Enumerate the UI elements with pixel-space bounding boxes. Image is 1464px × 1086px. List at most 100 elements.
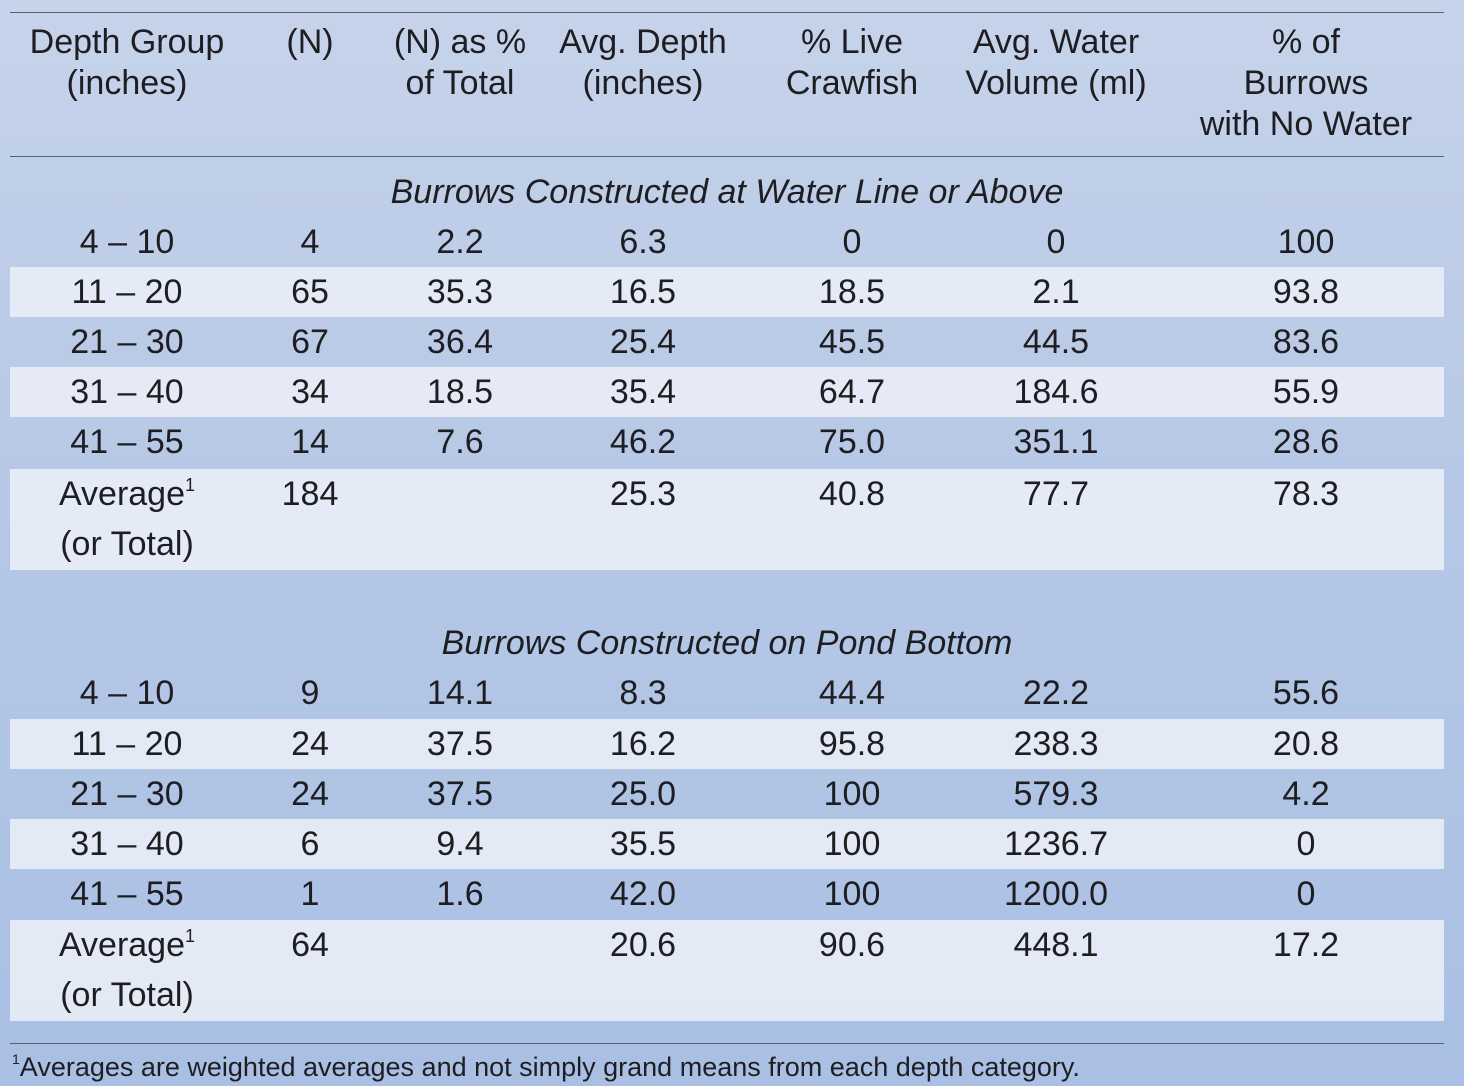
table-row: 11 – 20 24 37.5 16.2 95.8 238.3 20.8 xyxy=(10,719,1444,769)
cell-avg-depth: 16.5 xyxy=(609,273,677,311)
cell-n: 14 xyxy=(291,423,329,461)
cell-avg-depth: 25.0 xyxy=(609,775,677,813)
cell-water-volume: 184.6 xyxy=(1013,373,1099,411)
cell-n-percent: 36.4 xyxy=(426,323,494,361)
cell-water-volume: 238.3 xyxy=(1013,725,1099,763)
cell-no-water: 17.2 xyxy=(1272,926,1340,964)
header-water-volume: Avg. Water Volume (ml) xyxy=(965,23,1147,102)
cell-water-volume: 448.1 xyxy=(1013,926,1099,964)
cell-n: 6 xyxy=(300,825,320,863)
cell-water-volume: 22.2 xyxy=(1022,674,1090,712)
summary-label: Average1 (or Total) xyxy=(27,920,227,1020)
cell-depth-group: 4 – 10 xyxy=(79,223,175,261)
summary-label-total: (or Total) xyxy=(60,525,194,563)
table-header: Depth Group (inches) (N) (N) as % of Tot… xyxy=(10,22,1444,152)
summary-label-average: Average xyxy=(58,475,185,513)
cell-live-crawfish: 95.8 xyxy=(818,725,886,763)
cell-water-volume: 351.1 xyxy=(1013,423,1099,461)
cell-n: 67 xyxy=(291,323,329,361)
cell-no-water: 55.9 xyxy=(1272,373,1340,411)
cell-avg-depth: 16.2 xyxy=(609,725,677,763)
cell-water-volume: 44.5 xyxy=(1022,323,1090,361)
cell-live-crawfish: 100 xyxy=(823,825,881,863)
cell-water-volume: 0 xyxy=(1046,223,1066,261)
cell-n: 64 xyxy=(291,926,329,964)
footnote-text: Averages are weighted averages and not s… xyxy=(19,1052,1080,1082)
cell-live-crawfish: 100 xyxy=(823,875,881,913)
cell-no-water: 100 xyxy=(1277,223,1335,261)
cell-n-percent: 35.3 xyxy=(426,273,494,311)
cell-n-percent: 7.6 xyxy=(436,423,484,461)
cell-no-water: 93.8 xyxy=(1272,273,1340,311)
cell-avg-depth: 42.0 xyxy=(609,875,677,913)
cell-live-crawfish: 64.7 xyxy=(818,373,886,411)
cell-n-percent: 9.4 xyxy=(436,825,484,863)
summary-label-total: (or Total) xyxy=(60,976,194,1014)
cell-n: 1 xyxy=(300,875,320,913)
cell-no-water: 20.8 xyxy=(1272,725,1340,763)
table-row: 41 – 55 14 7.6 46.2 75.0 351.1 28.6 xyxy=(10,417,1444,467)
cell-no-water: 78.3 xyxy=(1272,475,1340,513)
cell-live-crawfish: 0 xyxy=(842,223,862,261)
cell-n: 184 xyxy=(281,475,339,513)
table-row: 31 – 40 6 9.4 35.5 100 1236.7 0 xyxy=(10,819,1444,869)
cell-water-volume: 77.7 xyxy=(1022,475,1090,513)
cell-depth-group: 41 – 55 xyxy=(70,423,184,461)
cell-avg-depth: 20.6 xyxy=(609,926,677,964)
cell-no-water: 0 xyxy=(1296,875,1316,913)
section-title-water-line: Burrows Constructed at Water Line or Abo… xyxy=(390,173,1064,211)
section-title-pond-bottom: Burrows Constructed on Pond Bottom xyxy=(441,624,1013,662)
header-n-percent: (N) as % of Total xyxy=(393,23,527,102)
cell-n-percent: 18.5 xyxy=(426,373,494,411)
cell-n-percent: 37.5 xyxy=(426,725,494,763)
table-row: 4 – 10 9 14.1 8.3 44.4 22.2 55.6 xyxy=(10,668,1444,718)
cell-live-crawfish: 75.0 xyxy=(818,423,886,461)
cell-avg-depth: 25.4 xyxy=(609,323,677,361)
cell-no-water: 0 xyxy=(1296,825,1316,863)
table-row: 11 – 20 65 35.3 16.5 18.5 2.1 93.8 xyxy=(10,267,1444,317)
cell-depth-group: 41 – 55 xyxy=(70,875,184,913)
table-row: 21 – 30 24 37.5 25.0 100 579.3 4.2 xyxy=(10,769,1444,819)
cell-avg-depth: 35.5 xyxy=(609,825,677,863)
cell-no-water: 83.6 xyxy=(1272,323,1340,361)
header-no-water: % of Burrows with No Water xyxy=(1199,23,1413,143)
cell-avg-depth: 46.2 xyxy=(609,423,677,461)
cell-avg-depth: 6.3 xyxy=(619,223,667,261)
cell-n-percent: 2.2 xyxy=(436,223,484,261)
footnote-marker: 1 xyxy=(185,475,196,495)
cell-n: 9 xyxy=(300,674,320,712)
cell-depth-group: 4 – 10 xyxy=(79,674,175,712)
table-row: 4 – 10 4 2.2 6.3 0 0 100 xyxy=(10,217,1444,267)
header-avg-depth: Avg. Depth (inches) xyxy=(559,23,727,102)
table-row: 41 – 55 1 1.6 42.0 100 1200.0 0 xyxy=(10,869,1444,919)
cell-depth-group: 11 – 20 xyxy=(71,725,183,763)
summary-label-average: Average xyxy=(58,926,185,964)
header-depth-group: Depth Group (inches) xyxy=(29,23,225,102)
cell-depth-group: 21 – 30 xyxy=(70,775,184,813)
cell-water-volume: 1200.0 xyxy=(1004,875,1108,913)
cell-water-volume: 2.1 xyxy=(1032,273,1080,311)
cell-avg-depth: 25.3 xyxy=(609,475,677,513)
cell-depth-group: 21 – 30 xyxy=(70,323,184,361)
cell-n: 24 xyxy=(291,775,329,813)
footnote: 1Averages are weighted averages and not … xyxy=(12,1050,1080,1084)
cell-water-volume: 579.3 xyxy=(1013,775,1099,813)
cell-no-water: 4.2 xyxy=(1282,775,1330,813)
cell-no-water: 28.6 xyxy=(1272,423,1340,461)
cell-n-percent: 37.5 xyxy=(426,775,494,813)
table-row: 21 – 30 67 36.4 25.4 45.5 44.5 83.6 xyxy=(10,317,1444,367)
footnote-rule xyxy=(10,1043,1444,1044)
header-live-crawfish: % Live Crawfish xyxy=(785,23,919,102)
header-rule xyxy=(10,156,1444,157)
cell-no-water: 55.6 xyxy=(1272,674,1340,712)
cell-water-volume: 1236.7 xyxy=(1004,825,1108,863)
cell-n: 65 xyxy=(291,273,329,311)
cell-depth-group: 31 – 40 xyxy=(70,825,184,863)
top-rule xyxy=(10,12,1444,13)
cell-depth-group: 31 – 40 xyxy=(70,373,184,411)
table-row: 31 – 40 34 18.5 35.4 64.7 184.6 55.9 xyxy=(10,367,1444,417)
cell-n: 4 xyxy=(300,223,320,261)
cell-n: 34 xyxy=(291,373,329,411)
cell-n-percent: 1.6 xyxy=(436,875,484,913)
